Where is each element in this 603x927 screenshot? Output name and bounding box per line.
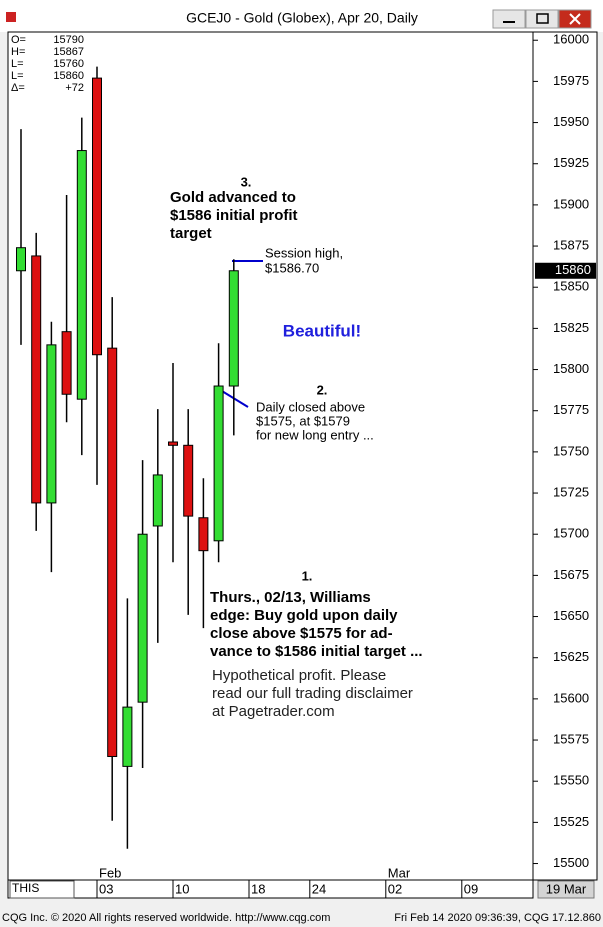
annotation-line: at Pagetrader.com bbox=[212, 703, 335, 720]
readout-value: 15760 bbox=[53, 58, 84, 70]
annotation-line: $1586.70 bbox=[265, 260, 319, 275]
last-price-box bbox=[535, 262, 596, 279]
y-tick-label: 15875 bbox=[553, 237, 589, 252]
y-tick-label: 15575 bbox=[553, 731, 589, 746]
x-tick-label: 18 bbox=[251, 881, 265, 896]
annotation-line: Hypothetical profit. Please bbox=[212, 667, 386, 684]
maximize-icon bbox=[536, 13, 549, 24]
annotation-line: edge: Buy gold upon daily bbox=[210, 607, 398, 624]
annotation-number: 1. bbox=[302, 568, 313, 583]
y-tick-label: 15550 bbox=[553, 773, 589, 788]
y-tick-label: 15950 bbox=[553, 114, 589, 129]
readout-label: H= bbox=[11, 46, 25, 58]
y-tick-label: 15925 bbox=[553, 155, 589, 170]
candle-body bbox=[137, 533, 148, 703]
candle-body bbox=[92, 77, 102, 356]
month-label: Mar bbox=[388, 865, 411, 880]
y-tick-label: 15525 bbox=[553, 814, 589, 829]
readout-value: 15790 bbox=[53, 34, 84, 46]
readout-label: O= bbox=[11, 34, 26, 46]
candle-body bbox=[183, 444, 194, 517]
annotation-line: $1575, at $1579 bbox=[256, 413, 350, 428]
x-tick-label: 02 bbox=[388, 881, 402, 896]
annotation-line: for new long entry ... bbox=[256, 427, 374, 442]
y-tick-label: 15750 bbox=[553, 443, 589, 458]
footer-right: Fri Feb 14 2020 09:36:39, CQG 17.12.860 bbox=[394, 912, 601, 924]
annotation-number: 2. bbox=[317, 382, 328, 397]
y-tick-label: 15625 bbox=[553, 649, 589, 664]
x-tick-label: 09 bbox=[464, 881, 478, 896]
annotation-number: 3. bbox=[241, 174, 252, 189]
y-tick-label: 16000 bbox=[553, 32, 589, 47]
app-icon bbox=[6, 12, 16, 22]
readout-label: L= bbox=[11, 70, 24, 82]
maximize-button[interactable] bbox=[525, 9, 559, 29]
close-icon bbox=[569, 13, 581, 25]
y-tick-label: 15675 bbox=[553, 567, 589, 582]
x-tick-label: 24 bbox=[312, 881, 326, 896]
last-price-label: 15860 bbox=[555, 262, 591, 277]
readout-label: L= bbox=[11, 58, 24, 70]
annotation-line: Gold advanced to bbox=[170, 189, 296, 206]
x-tick-label: 10 bbox=[175, 881, 189, 896]
window-title: GCEJ0 - Gold (Globex), Apr 20, Daily bbox=[186, 10, 418, 26]
candle-body bbox=[168, 441, 178, 446]
date-box bbox=[537, 880, 595, 899]
readout-value: +72 bbox=[65, 82, 84, 94]
annotation-line: $1586 initial profit bbox=[170, 207, 298, 224]
y-tick-label: 15500 bbox=[553, 855, 589, 870]
y-tick-label: 15800 bbox=[553, 361, 589, 376]
readout-value: 15860 bbox=[53, 70, 84, 82]
candle-body bbox=[31, 255, 42, 504]
readout-value: 15867 bbox=[53, 46, 84, 58]
y-tick-label: 15725 bbox=[553, 484, 589, 499]
y-tick-label: 15650 bbox=[553, 608, 589, 623]
y-tick-label: 15975 bbox=[553, 73, 589, 88]
candle-body bbox=[213, 385, 224, 542]
annotation-line: Thurs., 02/13, Williams bbox=[210, 589, 371, 606]
candle-body bbox=[122, 706, 133, 767]
y-tick-label: 15825 bbox=[553, 320, 589, 335]
candle-body bbox=[107, 347, 118, 758]
annotation-line: Daily closed above bbox=[256, 399, 365, 414]
y-tick-label: 15600 bbox=[553, 690, 589, 705]
month-label: Feb bbox=[99, 865, 121, 880]
candle-body bbox=[152, 474, 163, 527]
price-axis bbox=[532, 31, 598, 881]
window-buttons[interactable] bbox=[492, 9, 592, 29]
date-box-text: 19 Mar bbox=[546, 881, 587, 896]
candle-body bbox=[46, 344, 57, 504]
y-tick-label: 15775 bbox=[553, 402, 589, 417]
date-axis bbox=[7, 879, 534, 899]
readout-label: Δ= bbox=[11, 82, 25, 94]
candle-body bbox=[198, 517, 209, 552]
symbol-input-text: THIS bbox=[12, 881, 39, 895]
footer-left: CQG Inc. © 2020 All rights reserved worl… bbox=[2, 912, 330, 924]
symbol-input[interactable] bbox=[9, 880, 75, 899]
candle-body bbox=[16, 247, 26, 272]
annotation-line: close above $1575 for ad- bbox=[210, 625, 393, 642]
annotation-line: Beautiful! bbox=[283, 321, 361, 340]
minimize-button[interactable] bbox=[492, 9, 526, 29]
y-tick-label: 15700 bbox=[553, 526, 589, 541]
annotation-line: target bbox=[170, 225, 212, 242]
candle-body bbox=[76, 150, 87, 400]
y-tick-label: 15900 bbox=[553, 196, 589, 211]
x-tick-label: 03 bbox=[99, 881, 113, 896]
y-tick-label: 15850 bbox=[553, 279, 589, 294]
candle-body bbox=[228, 270, 239, 387]
annotation-line: read our full trading disclaimer bbox=[212, 685, 413, 702]
annotation-line: vance to $1586 initial target ... bbox=[210, 643, 423, 660]
candle-body bbox=[61, 331, 72, 395]
annotation-line: Session high, bbox=[265, 245, 343, 260]
